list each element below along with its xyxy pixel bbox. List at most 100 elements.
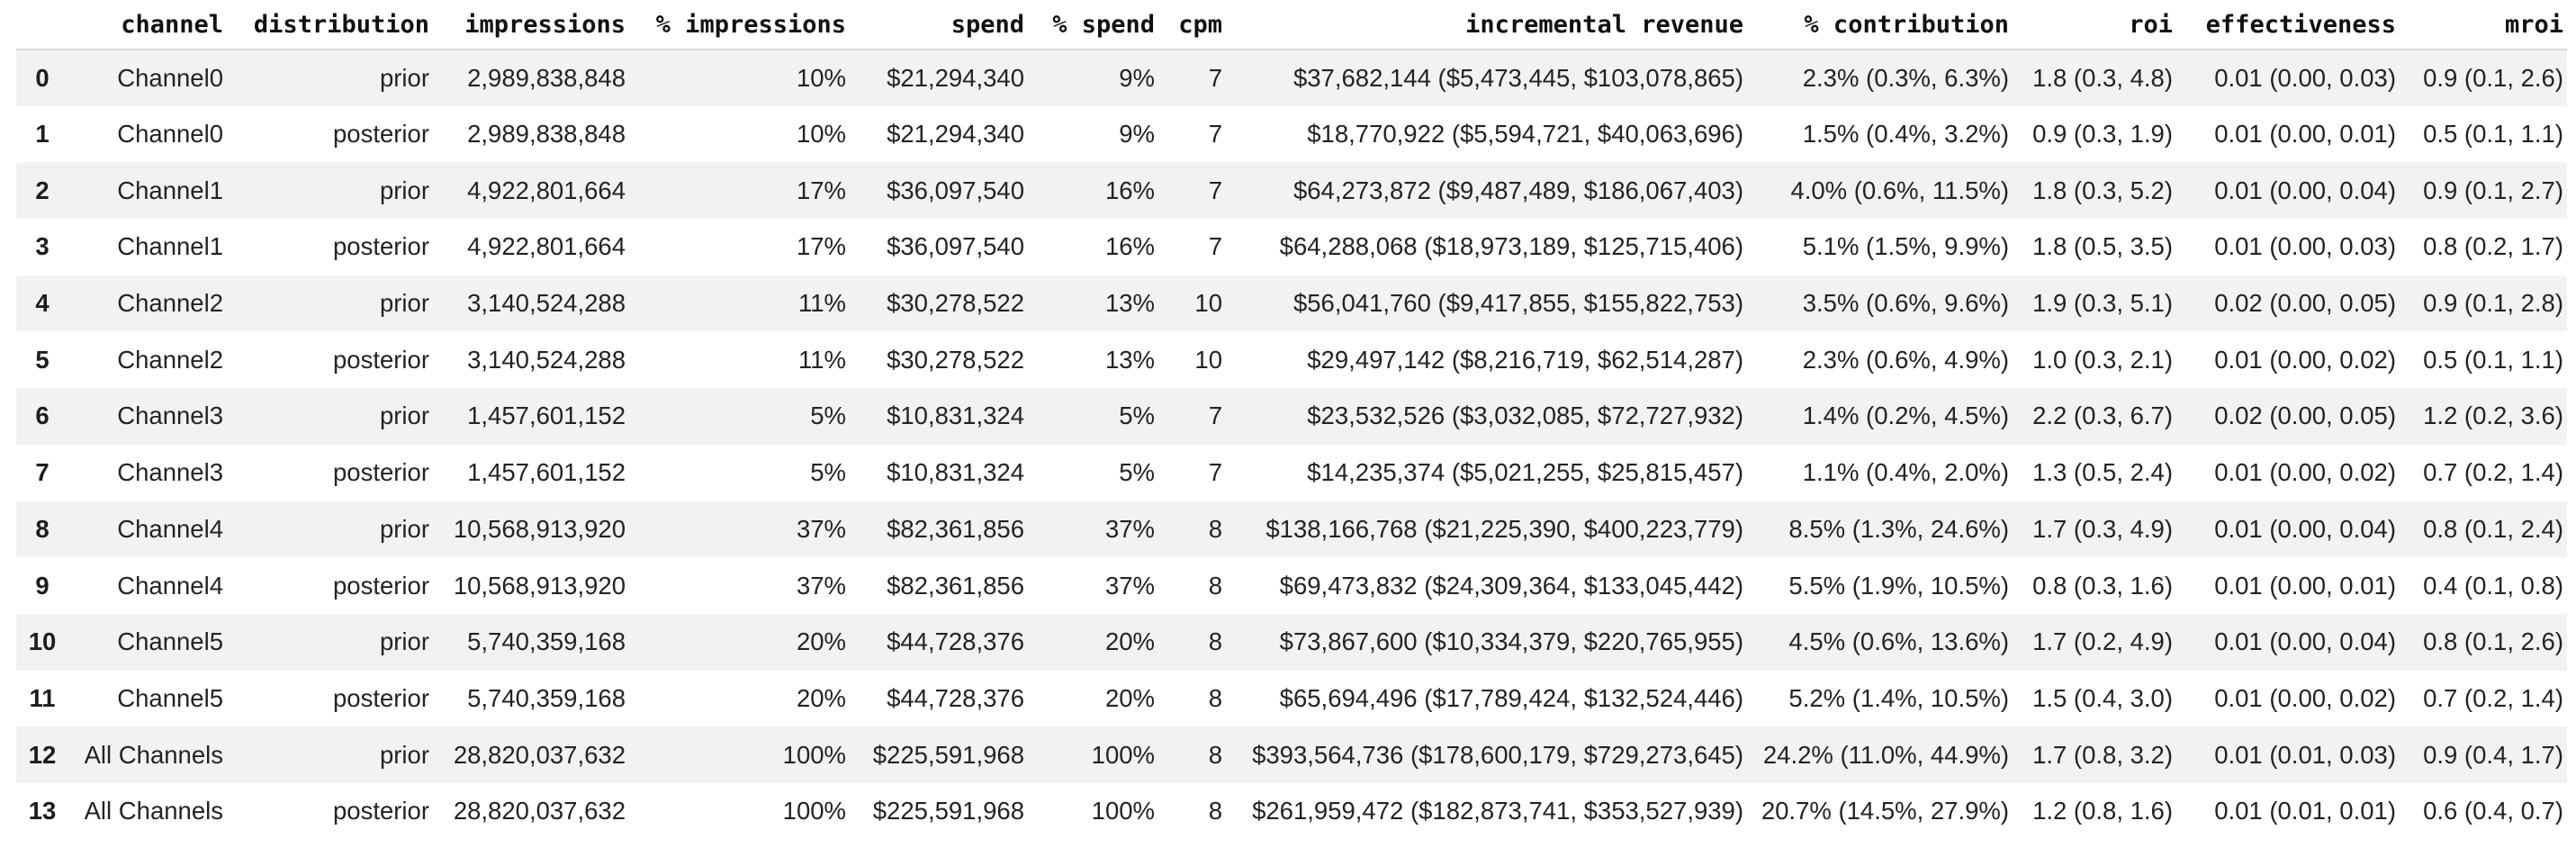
cell-impressions: 10,568,913,920 bbox=[453, 571, 626, 600]
cell-mroi: 0.8 (0.1, 2.4) bbox=[2423, 514, 2563, 543]
cell-effectiveness: 0.01 (0.00, 0.04) bbox=[2214, 627, 2396, 656]
cell-cpm: 7 bbox=[1208, 232, 1222, 261]
cell-spend: $82,361,856 bbox=[887, 571, 1024, 600]
cell-impressions: 2,989,838,848 bbox=[467, 63, 626, 92]
cell-pct_impressions: 10% bbox=[796, 120, 846, 149]
cell-effectiveness: 0.01 (0.00, 0.01) bbox=[2214, 120, 2396, 149]
cell-spend: $36,097,540 bbox=[887, 232, 1024, 261]
cell-effectiveness: 0.01 (0.01, 0.01) bbox=[2214, 797, 2396, 825]
cell-impressions: 10,568,913,920 bbox=[453, 514, 626, 543]
cell-pct_spend: 20% bbox=[1104, 627, 1155, 656]
cell-pct_spend: 9% bbox=[1119, 63, 1155, 92]
cell-roi: 1.8 (0.5, 3.5) bbox=[2032, 232, 2173, 261]
cell-mroi: 0.7 (0.2, 1.4) bbox=[2423, 683, 2563, 712]
table-row: 2 Channel1 prior 4,922,801,664 17% $36,097,54… bbox=[16, 162, 2567, 220]
table-row: 4 Channel2 prior 3,140,524,288 11% $30,278,52… bbox=[16, 275, 2567, 332]
cell-pct_contribution: 5.2% (1.4%, 10.5%) bbox=[1788, 683, 2009, 712]
cell-distribution: posterior bbox=[333, 683, 429, 712]
cell-effectiveness: 0.02 (0.00, 0.05) bbox=[2214, 289, 2396, 318]
cell-impressions: 28,820,037,632 bbox=[453, 740, 626, 769]
cell-distribution: posterior bbox=[333, 232, 429, 261]
row-index: 1 bbox=[35, 120, 50, 149]
table-row: 13 All Channels posterior 28,820,037,632 100… bbox=[16, 782, 2567, 840]
cell-spend: $30,278,522 bbox=[887, 289, 1024, 318]
cell-pct_contribution: 1.5% (0.4%, 3.2%) bbox=[1802, 120, 2009, 149]
cell-impressions: 3,140,524,288 bbox=[467, 345, 626, 374]
row-index: 8 bbox=[35, 514, 50, 543]
cell-pct_spend: 37% bbox=[1104, 514, 1155, 543]
table-row: 3 Channel1 posterior 4,922,801,664 17% $36,09… bbox=[16, 219, 2567, 275]
cell-channel: Channel2 bbox=[117, 345, 223, 374]
cell-channel: All Channels bbox=[84, 740, 223, 769]
cell-impressions: 2,989,838,848 bbox=[467, 120, 626, 149]
cell-cpm: 8 bbox=[1208, 571, 1222, 600]
column-header-incremental_revenue: incremental revenue bbox=[1235, 0, 1756, 50]
cell-impressions: 28,820,037,632 bbox=[453, 797, 626, 825]
table-row: 7 Channel3 posterior 1,457,601,152 5% $10,831… bbox=[16, 444, 2567, 501]
cell-cpm: 8 bbox=[1208, 627, 1222, 656]
cell-pct_impressions: 5% bbox=[810, 458, 846, 487]
cell-effectiveness: 0.01 (0.00, 0.03) bbox=[2214, 63, 2396, 92]
row-index: 10 bbox=[28, 627, 57, 656]
cell-mroi: 0.6 (0.4, 0.7) bbox=[2423, 797, 2563, 825]
row-index: 4 bbox=[35, 289, 50, 318]
table-row: 9 Channel4 posterior 10,568,913,920 37% $82,3… bbox=[16, 557, 2567, 614]
column-header-spend: spend bbox=[859, 0, 1037, 50]
cell-cpm: 10 bbox=[1194, 289, 1222, 318]
cell-cpm: 7 bbox=[1208, 401, 1222, 430]
cell-pct_spend: 37% bbox=[1104, 571, 1155, 600]
cell-cpm: 7 bbox=[1208, 176, 1222, 204]
cell-pct_spend: 13% bbox=[1104, 345, 1155, 374]
cell-spend: $36,097,540 bbox=[887, 176, 1024, 204]
cell-impressions: 3,140,524,288 bbox=[467, 289, 626, 318]
cell-effectiveness: 0.01 (0.00, 0.04) bbox=[2214, 176, 2396, 204]
cell-roi: 1.7 (0.8, 3.2) bbox=[2032, 740, 2173, 769]
cell-cpm: 8 bbox=[1208, 514, 1222, 543]
cell-distribution: prior bbox=[379, 740, 429, 769]
cell-incremental_revenue: $393,564,736 ($178,600,179, $729,273,645… bbox=[1252, 740, 1743, 769]
cell-roi: 1.9 (0.3, 5.1) bbox=[2032, 289, 2173, 318]
cell-pct_spend: 16% bbox=[1104, 176, 1155, 204]
cell-roi: 1.2 (0.8, 1.6) bbox=[2032, 797, 2173, 825]
cell-channel: Channel0 bbox=[117, 120, 223, 149]
cell-distribution: prior bbox=[379, 401, 429, 430]
cell-channel: Channel5 bbox=[117, 683, 223, 712]
row-index: 0 bbox=[35, 63, 50, 92]
cell-spend: $10,831,324 bbox=[887, 458, 1024, 487]
cell-spend: $10,831,324 bbox=[887, 401, 1024, 430]
cell-roi: 1.7 (0.3, 4.9) bbox=[2032, 514, 2173, 543]
cell-incremental_revenue: $37,682,144 ($5,473,445, $103,078,865) bbox=[1293, 63, 1743, 92]
cell-pct_impressions: 10% bbox=[796, 63, 846, 92]
cell-spend: $225,591,968 bbox=[872, 740, 1024, 769]
table-row: 12 All Channels prior 28,820,037,632 100% $22… bbox=[16, 726, 2567, 783]
cell-roi: 1.0 (0.3, 2.1) bbox=[2032, 345, 2173, 374]
cell-effectiveness: 0.01 (0.00, 0.02) bbox=[2214, 458, 2396, 487]
cell-channel: All Channels bbox=[84, 797, 223, 825]
cell-pct_spend: 100% bbox=[1091, 740, 1155, 769]
table-row: 5 Channel2 posterior 3,140,524,288 11% $30,27… bbox=[16, 331, 2567, 389]
row-index: 13 bbox=[28, 797, 57, 825]
cell-effectiveness: 0.01 (0.00, 0.03) bbox=[2214, 232, 2396, 261]
cell-pct_contribution: 4.5% (0.6%, 13.6%) bbox=[1788, 627, 2009, 656]
cell-roi: 2.2 (0.3, 6.7) bbox=[2032, 401, 2173, 430]
cell-pct_contribution: 1.1% (0.4%, 2.0%) bbox=[1802, 458, 2009, 487]
cell-impressions: 4,922,801,664 bbox=[467, 176, 626, 204]
cell-spend: $82,361,856 bbox=[887, 514, 1024, 543]
cell-mroi: 0.5 (0.1, 1.1) bbox=[2423, 120, 2563, 149]
cell-incremental_revenue: $65,694,496 ($17,789,424, $132,524,446) bbox=[1279, 683, 1743, 712]
cell-effectiveness: 0.01 (0.00, 0.04) bbox=[2214, 514, 2396, 543]
cell-pct_impressions: 11% bbox=[798, 289, 846, 318]
cell-incremental_revenue: $73,867,600 ($10,334,379, $220,765,955) bbox=[1279, 627, 1743, 656]
table-row: 10 Channel5 prior 5,740,359,168 20% $44,728,3… bbox=[16, 613, 2567, 671]
column-header-pct_spend: % spend bbox=[1037, 0, 1167, 50]
cell-pct_impressions: 17% bbox=[796, 232, 846, 261]
table-body: 0 Channel0 prior 2,989,838,848 10% $21,294,34… bbox=[16, 50, 2567, 840]
cell-roi: 1.8 (0.3, 4.8) bbox=[2032, 63, 2173, 92]
table-row: 0 Channel0 prior 2,989,838,848 10% $21,294,34… bbox=[16, 50, 2567, 106]
cell-incremental_revenue: $69,473,832 ($24,309,364, $133,045,442) bbox=[1279, 571, 1743, 600]
cell-distribution: prior bbox=[379, 627, 429, 656]
cell-incremental_revenue: $29,497,142 ($8,216,719, $62,514,287) bbox=[1307, 345, 1743, 374]
cell-pct_impressions: 17% bbox=[796, 176, 846, 204]
cell-incremental_revenue: $64,273,872 ($9,487,489, $186,067,403) bbox=[1293, 176, 1743, 204]
row-index: 7 bbox=[35, 458, 50, 487]
